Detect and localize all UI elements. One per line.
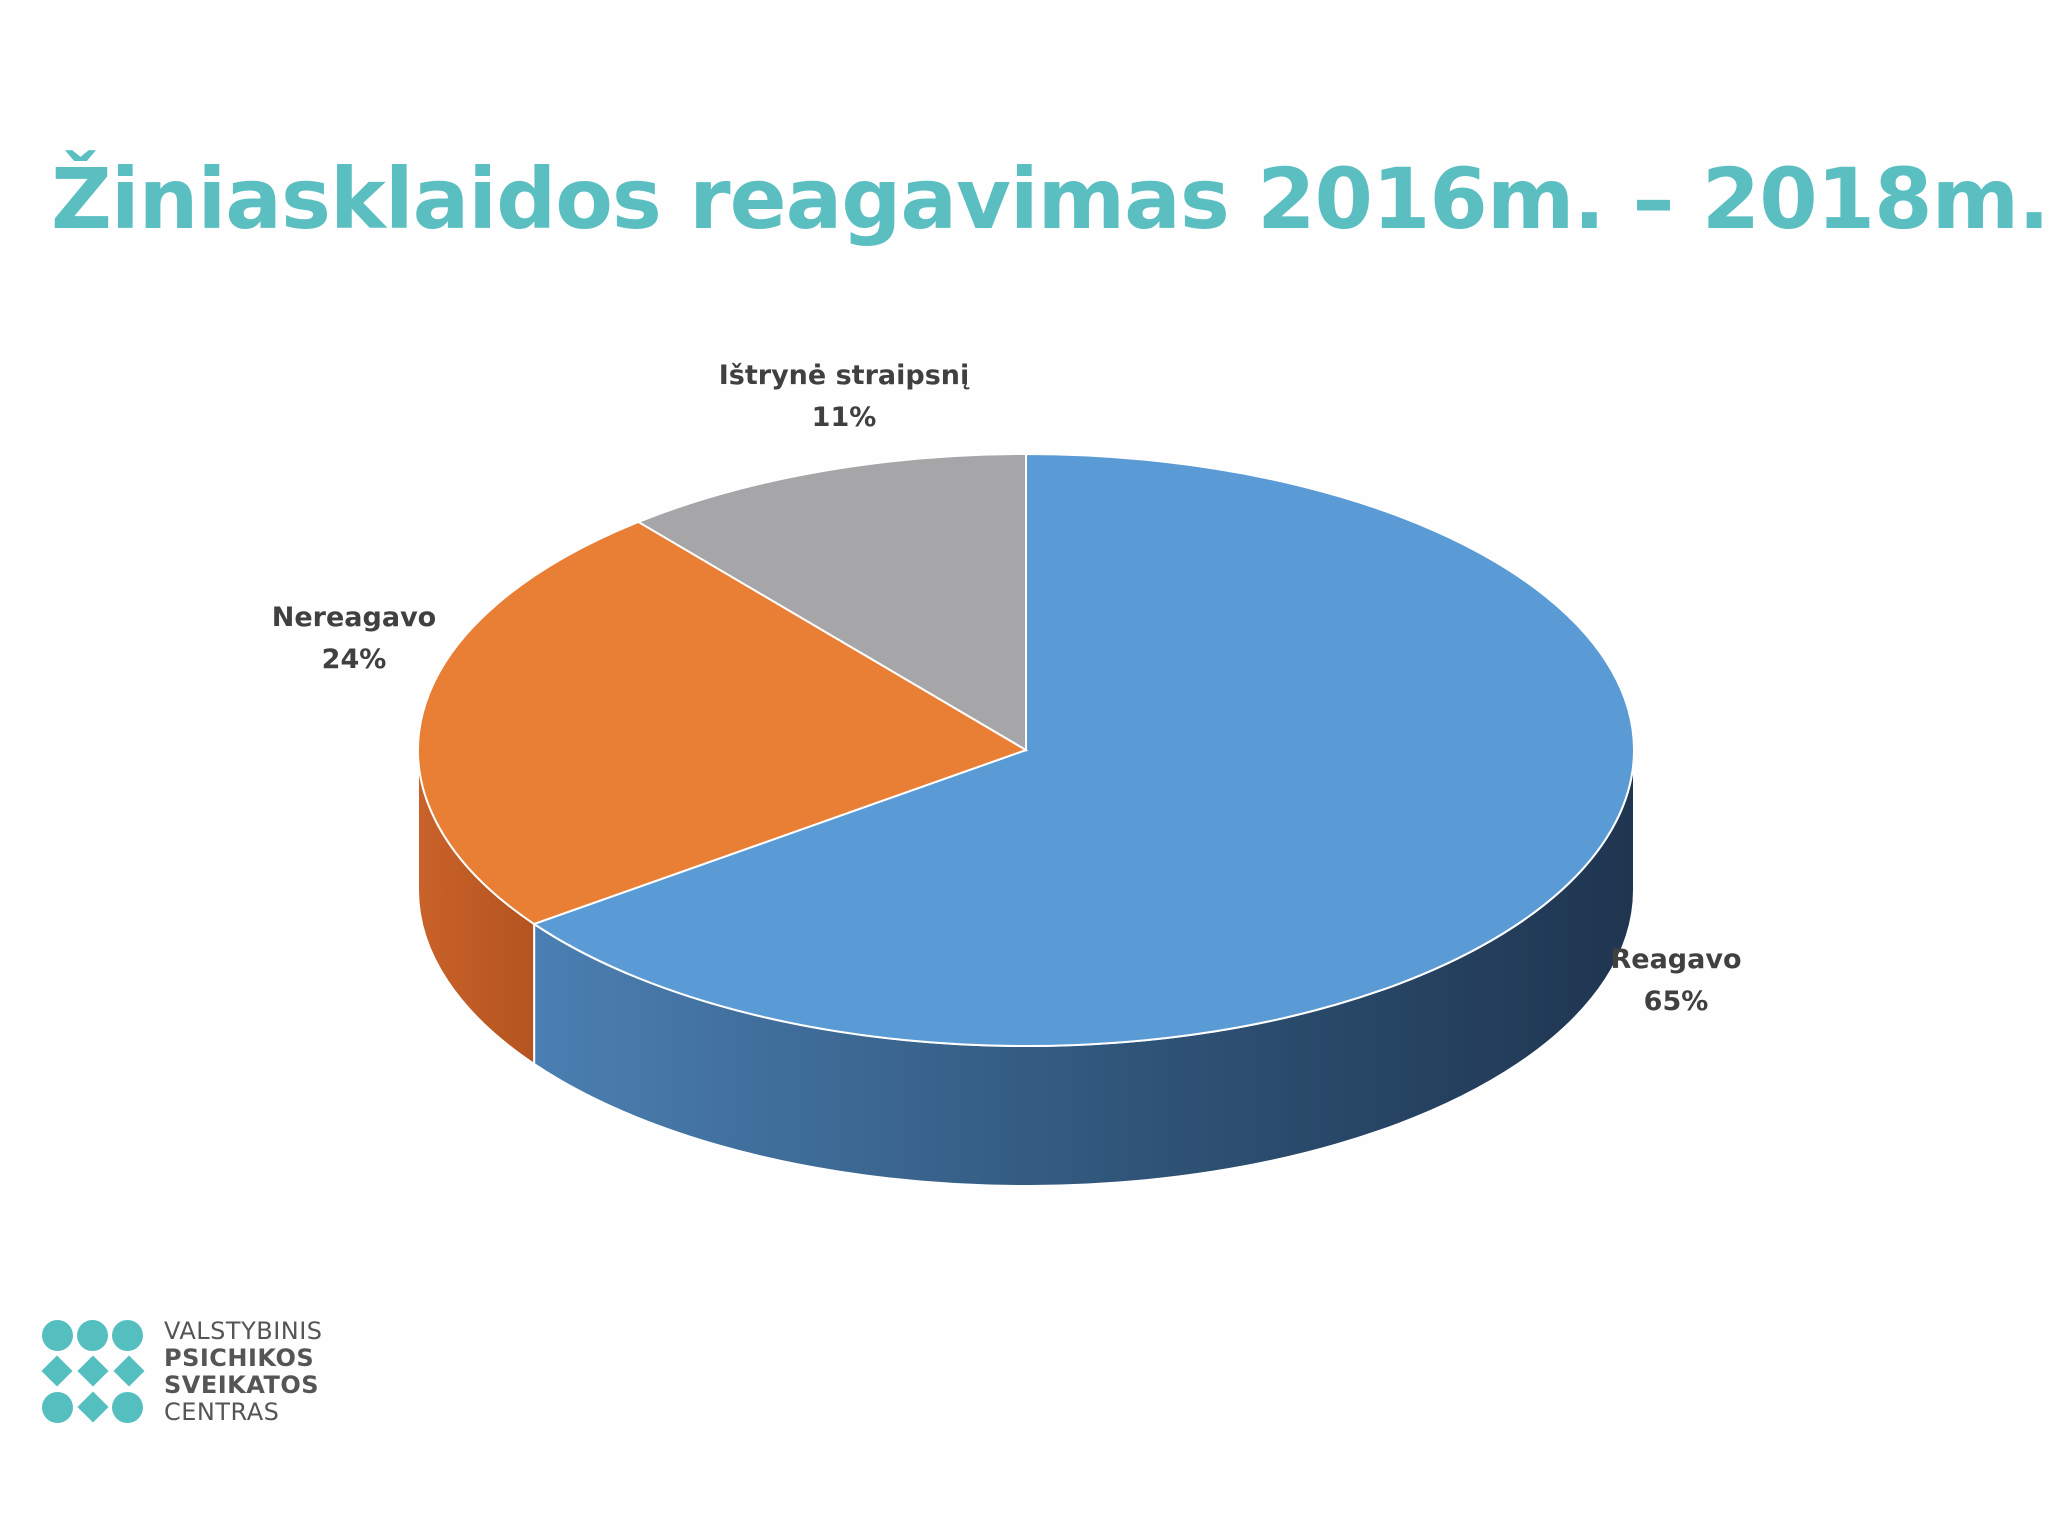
- logo-line-4: CENTRAS: [164, 1398, 280, 1426]
- logo-line-2: PSICHIKOS: [164, 1344, 315, 1372]
- organization-logo: VALSTYBINIS PSICHIKOS SVEIKATOS CENTRAS: [40, 1318, 323, 1426]
- slice-value-label: 24%: [322, 644, 387, 675]
- slice-label: Reagavo: [1610, 944, 1741, 975]
- pie-slice-nereagavo: [417, 520, 1029, 926]
- logo-line-3: SVEIKATOS: [164, 1371, 320, 1399]
- slice-label: Nereagavo: [272, 602, 436, 633]
- pie-slice-i-tryn-straipsn-: [636, 452, 1027, 752]
- pie-slice-reagavo: [531, 452, 1635, 1047]
- logo-line-1: VALSTYBINIS: [164, 1317, 323, 1345]
- logo-text: VALSTYBINIS PSICHIKOS SVEIKATOS CENTRAS: [164, 1318, 323, 1426]
- slice-label: Ištrynė straipsnį: [719, 360, 970, 391]
- slice-value-label: 11%: [812, 402, 877, 433]
- logo-mark-icon: [40, 1318, 150, 1426]
- slide-title: Žiniasklaidos reagavimas 2016m. – 2018m.: [50, 150, 2048, 248]
- slice-value-label: 65%: [1644, 986, 1709, 1017]
